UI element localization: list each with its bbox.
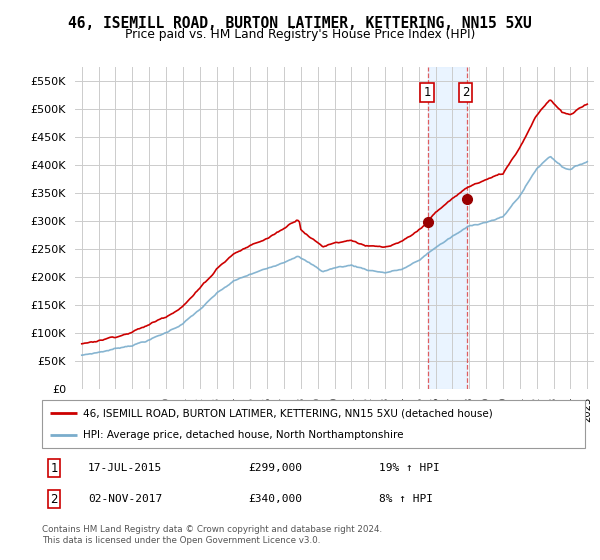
- Text: Price paid vs. HM Land Registry's House Price Index (HPI): Price paid vs. HM Land Registry's House …: [125, 28, 475, 41]
- Text: £299,000: £299,000: [248, 463, 302, 473]
- Text: 02-NOV-2017: 02-NOV-2017: [88, 494, 163, 505]
- Text: 2: 2: [50, 493, 58, 506]
- Text: Contains HM Land Registry data © Crown copyright and database right 2024.
This d: Contains HM Land Registry data © Crown c…: [42, 525, 382, 545]
- Text: £340,000: £340,000: [248, 494, 302, 505]
- Bar: [428, 67, 467, 389]
- Text: 46, ISEMILL ROAD, BURTON LATIMER, KETTERING, NN15 5XU (detached house): 46, ISEMILL ROAD, BURTON LATIMER, KETTER…: [83, 408, 493, 418]
- Text: 46, ISEMILL ROAD, BURTON LATIMER, KETTERING, NN15 5XU: 46, ISEMILL ROAD, BURTON LATIMER, KETTER…: [68, 16, 532, 31]
- FancyBboxPatch shape: [42, 400, 585, 448]
- Text: 8% ↑ HPI: 8% ↑ HPI: [379, 494, 433, 505]
- Text: 2: 2: [462, 86, 470, 99]
- Text: 1: 1: [50, 462, 58, 475]
- Text: 17-JUL-2015: 17-JUL-2015: [88, 463, 163, 473]
- Text: HPI: Average price, detached house, North Northamptonshire: HPI: Average price, detached house, Nort…: [83, 430, 403, 440]
- Text: 1: 1: [423, 86, 431, 99]
- Text: 19% ↑ HPI: 19% ↑ HPI: [379, 463, 439, 473]
